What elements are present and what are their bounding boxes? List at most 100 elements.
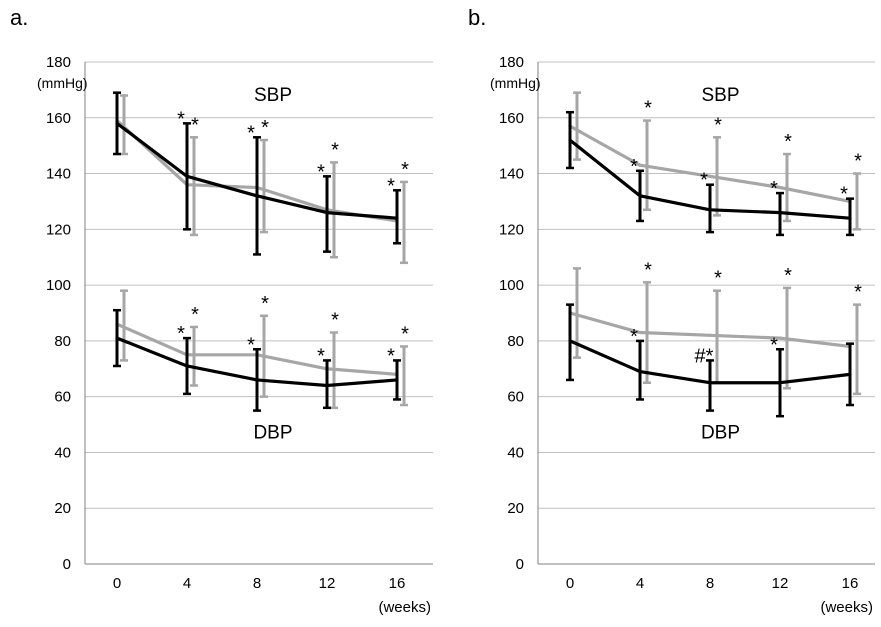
data-point-dbp-gray xyxy=(708,333,712,337)
data-point-sbp-black xyxy=(638,194,642,198)
y-tick-label: 60 xyxy=(507,389,524,406)
series-line-dbp-gray xyxy=(569,311,851,349)
y-tick-label: 180 xyxy=(499,54,524,71)
significance-marker: * xyxy=(261,293,269,315)
x-tick-label: 0 xyxy=(113,575,121,592)
significance-marker: * xyxy=(387,175,395,197)
y-tick-label: 100 xyxy=(46,277,71,294)
significance-marker: * xyxy=(191,114,199,136)
data-point-sbp-gray xyxy=(638,163,642,167)
data-point-dbp-black xyxy=(568,339,572,343)
significance-marker: * xyxy=(840,184,848,206)
significance-marker: * xyxy=(770,334,778,356)
chart-panel-a: a. 0 20 40 60 80 100 120 140 160 180 0 4 8 12 16 (mmHg) (… xyxy=(10,5,433,616)
significance-marker: * xyxy=(247,122,255,144)
y-tick-label: 60 xyxy=(54,389,71,406)
y-tick-label: 120 xyxy=(46,221,71,238)
significance-marker: * xyxy=(630,156,638,178)
significance-marker: * xyxy=(401,323,409,345)
significance-marker: * xyxy=(714,268,722,290)
significance-marker: * xyxy=(317,345,325,367)
data-point-sbp-black xyxy=(708,208,712,212)
data-point-dbp-black xyxy=(185,364,189,368)
data-point-sbp-black xyxy=(185,174,189,178)
data-point-dbp-black xyxy=(325,383,329,388)
significance-marker: * xyxy=(770,178,778,200)
x-tick-label: 12 xyxy=(772,575,789,592)
y-tick-label: 160 xyxy=(499,110,524,127)
significance-marker: * xyxy=(784,265,792,287)
y-tick-label: 80 xyxy=(507,333,524,350)
x-tick-label: 16 xyxy=(842,575,859,592)
data-point-sbp-black xyxy=(115,121,119,125)
y-tick-label: 40 xyxy=(54,444,71,461)
significance-marker: * xyxy=(401,159,409,181)
data-point-dbp-black xyxy=(395,378,399,382)
significance-marker: * xyxy=(854,282,862,304)
data-point-dbp-black xyxy=(778,381,782,385)
x-tick-label: 16 xyxy=(389,575,406,592)
x-axis-unit: (weeks) xyxy=(378,599,431,616)
significance-marker: * xyxy=(317,161,325,183)
data-point-dbp-gray xyxy=(638,330,642,335)
significance-marker: * xyxy=(177,323,185,345)
y-axis-unit: (mmHg) xyxy=(37,75,88,91)
y-tick-label: 20 xyxy=(507,500,524,517)
data-point-sbp-black xyxy=(395,216,399,220)
y-tick-label: 160 xyxy=(46,110,71,127)
panel-label: a. xyxy=(10,5,28,30)
y-tick-label: 140 xyxy=(46,166,71,183)
chart-panel-b: b. 0 20 40 60 80 100 120 140 160 180 0 4 8 12 16 (mmHg) (… xyxy=(468,5,875,616)
significance-marker: * xyxy=(247,334,255,356)
data-point-sbp-gray xyxy=(778,185,782,190)
y-tick-label: 0 xyxy=(516,556,524,573)
significance-marker: * xyxy=(387,345,395,367)
y-tick-label: 140 xyxy=(499,166,524,183)
significance-marker: * xyxy=(714,114,722,136)
significance-marker: * xyxy=(177,108,185,130)
significance-marker: * xyxy=(854,151,862,173)
data-point-dbp-black xyxy=(708,381,712,385)
significance-marker: * xyxy=(700,170,708,192)
data-point-sbp-black xyxy=(848,216,852,220)
data-point-dbp-black xyxy=(115,336,119,340)
x-tick-label: 12 xyxy=(319,575,336,592)
dbp-label: DBP xyxy=(701,423,740,444)
x-tick-label: 8 xyxy=(253,575,261,592)
panel-label: b. xyxy=(468,5,486,30)
significance-marker: * xyxy=(630,326,638,348)
significance-marker: #* xyxy=(695,345,714,367)
dbp-label: DBP xyxy=(253,423,292,444)
data-point-sbp-black xyxy=(325,211,329,215)
y-axis-unit: (mmHg) xyxy=(490,75,541,91)
sbp-label: SBP xyxy=(701,85,739,106)
data-point-dbp-black xyxy=(255,378,259,382)
significance-marker: * xyxy=(261,117,269,139)
x-tick-label: 4 xyxy=(636,575,644,592)
significance-marker: * xyxy=(644,259,652,281)
data-point-sbp-gray xyxy=(708,174,712,178)
data-point-dbp-black xyxy=(848,372,852,376)
x-axis-unit: (weeks) xyxy=(820,599,873,616)
significance-marker: * xyxy=(644,98,652,120)
x-tick-label: 4 xyxy=(183,575,191,592)
y-tick-label: 100 xyxy=(499,277,524,294)
sbp-label: SBP xyxy=(254,85,292,106)
y-tick-label: 180 xyxy=(46,54,71,71)
significance-marker: * xyxy=(331,310,339,332)
x-tick-label: 8 xyxy=(706,575,714,592)
y-tick-label: 0 xyxy=(63,556,71,573)
significance-marker: * xyxy=(191,304,199,326)
data-point-sbp-black xyxy=(568,138,572,142)
significance-marker: * xyxy=(331,139,339,161)
y-tick-label: 80 xyxy=(54,333,71,350)
data-point-dbp-black xyxy=(638,369,642,374)
x-tick-label: 0 xyxy=(566,575,574,592)
significance-marker: * xyxy=(784,131,792,153)
data-point-sbp-black xyxy=(778,211,782,215)
y-tick-label: 120 xyxy=(499,221,524,238)
data-point-sbp-black xyxy=(255,194,259,198)
y-tick-label: 20 xyxy=(54,500,71,517)
